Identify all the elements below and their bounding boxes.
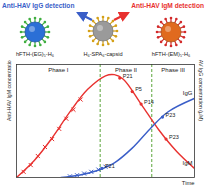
svg-text:P23: P23 bbox=[169, 134, 179, 140]
svg-text:P5: P5 bbox=[135, 86, 142, 92]
svg-text:Phase III: Phase III bbox=[161, 67, 185, 73]
svg-text:Anti-HAV IgG detection: Anti-HAV IgG detection bbox=[2, 2, 74, 10]
svg-text:Anti-HAV IgM detection: Anti-HAV IgM detection bbox=[131, 2, 204, 10]
svg-text:P21: P21 bbox=[105, 163, 115, 169]
svg-text:Time: Time bbox=[182, 180, 195, 186]
svg-text:P21: P21 bbox=[123, 73, 133, 79]
svg-text:Anti-HAV IgM concentration (μM: Anti-HAV IgM concentration (μM) bbox=[6, 60, 12, 121]
svg-text:IgG: IgG bbox=[183, 90, 193, 96]
svg-text:P23: P23 bbox=[165, 112, 175, 118]
svg-text:P14: P14 bbox=[144, 99, 154, 105]
svg-text:hFTH-(EG)₅-H₆: hFTH-(EG)₅-H₆ bbox=[16, 51, 54, 57]
svg-text:Phase II: Phase II bbox=[115, 67, 137, 73]
svg-text:IgM: IgM bbox=[182, 160, 192, 166]
svg-text:hFTH-(EM)₅-H₆: hFTH-(EM)₅-H₆ bbox=[152, 51, 190, 57]
svg-text:Phase I: Phase I bbox=[48, 67, 69, 73]
svg-text:H₆-SPA₆-capsid: H₆-SPA₆-capsid bbox=[83, 51, 122, 57]
svg-text:Anti-HAV IgG concentration (μM: Anti-HAV IgG concentration (μM) bbox=[198, 60, 204, 121]
